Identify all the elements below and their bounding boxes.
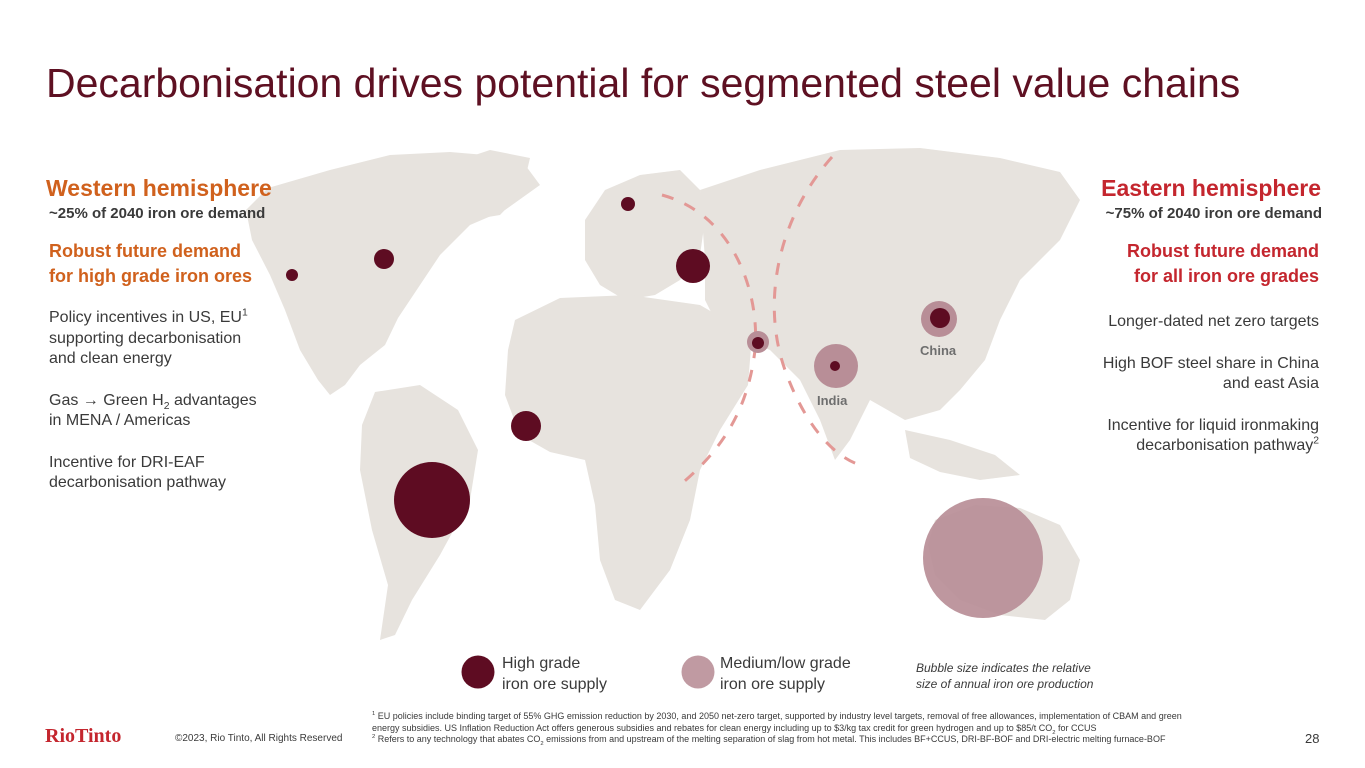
footnote-2-subscript: 2 bbox=[540, 740, 544, 747]
asia-shape bbox=[700, 148, 1080, 460]
label-china: China bbox=[920, 343, 957, 358]
west-bullet-gas-text-3: advantages bbox=[169, 391, 257, 409]
east-headline: Robust future demand for all iron ore gr… bbox=[1127, 239, 1319, 289]
footnote-1-subscript: 2 bbox=[1052, 729, 1056, 736]
footnote-1-text-3: for CCUS bbox=[1055, 722, 1097, 733]
west-bullet-gas-text: Gas bbox=[49, 391, 79, 409]
east-bullets: Longer-dated net zero targets High BOF s… bbox=[1019, 312, 1319, 478]
footnote-1-marker: 1 bbox=[372, 711, 376, 717]
greenland-shape bbox=[445, 150, 530, 220]
east-bullet-liquid-text-2: decarbonisation pathway bbox=[1136, 437, 1314, 454]
west-bullet-dri-text-2: decarbonisation pathway bbox=[49, 474, 227, 491]
bubble-canada-east bbox=[374, 249, 394, 269]
subscript-2: 2 bbox=[163, 400, 170, 412]
legend-medium-grade-line2: iron ore supply bbox=[720, 675, 825, 693]
divider-east bbox=[772, 155, 861, 467]
footnote-2-marker: 2 bbox=[372, 734, 376, 740]
footnote-2-text: Refers to any technology that abates CO bbox=[375, 734, 541, 744]
legend-high-grade-label: High grade iron ore supply bbox=[502, 654, 607, 695]
bubble-west-africa bbox=[511, 411, 541, 441]
east-bullet-netzero: Longer-dated net zero targets bbox=[1019, 312, 1319, 333]
bubble-size-note: Bubble size indicates the relative size … bbox=[916, 660, 1093, 692]
legend-medium-grade-line1: Medium/low grade bbox=[720, 655, 851, 672]
east-bullet-bof-text-2: and east Asia bbox=[1222, 375, 1319, 392]
legend-medium-grade-swatch bbox=[681, 655, 715, 689]
west-bullet-policy-text-2: supporting decarbonisation bbox=[49, 329, 242, 347]
bubble-middle-east-inner bbox=[752, 337, 764, 349]
bubble-ukraine bbox=[676, 249, 710, 283]
west-bullets: Policy incentives in US, EU1 supporting … bbox=[49, 308, 309, 515]
west-bullet-dri: Incentive for DRI-EAF decarbonisation pa… bbox=[49, 453, 309, 494]
africa-shape bbox=[505, 295, 752, 610]
page-title: Decarbonisation drives potential for seg… bbox=[46, 60, 1241, 106]
footnote-1-text: EU policies include binding target of 55… bbox=[375, 711, 1182, 721]
west-bullet-gas: Gas → Green H2 advantages in MENA / Amer… bbox=[49, 391, 309, 432]
west-bullet-gas-text-4: in MENA / Americas bbox=[49, 412, 191, 429]
bubble-size-note-line2: size of annual iron ore production bbox=[916, 677, 1094, 691]
east-bullet-bof-text: High BOF steel share in China bbox=[1102, 354, 1319, 372]
west-bullet-dri-text: Incentive for DRI-EAF bbox=[49, 453, 205, 471]
bubble-india-inner bbox=[830, 361, 840, 371]
rio-tinto-logo-text: RioTinto bbox=[45, 725, 121, 747]
west-bullet-policy: Policy incentives in US, EU1 supporting … bbox=[49, 308, 309, 370]
east-title: Eastern hemisphere bbox=[1101, 175, 1321, 201]
east-bullet-bof: High BOF steel share in China and east A… bbox=[1019, 354, 1319, 395]
continents bbox=[246, 148, 1080, 640]
bubble-australia bbox=[923, 498, 1043, 618]
east-bullet-liquid-text: Incentive for liquid ironmaking bbox=[1107, 416, 1319, 434]
copyright: ©2023, Rio Tinto, All Rights Reserved bbox=[175, 733, 343, 744]
arrow-right-icon: → bbox=[82, 391, 99, 409]
page-number: 28 bbox=[1305, 731, 1320, 746]
europe-shape bbox=[585, 170, 705, 300]
footnote-2: 2 Refers to any technology that abates C… bbox=[372, 734, 1292, 747]
footnote-1: 1 EU policies include binding target of … bbox=[372, 711, 1292, 736]
west-bullet-gas-text-2: Green H bbox=[98, 391, 164, 409]
supply-bubbles bbox=[286, 197, 1043, 618]
legend-medium-grade-label: Medium/low grade iron ore supply bbox=[720, 654, 851, 695]
footnote-2-text-2: emissions from and upstream of the melti… bbox=[543, 734, 1166, 744]
bubble-size-note-line1: Bubble size indicates the relative bbox=[916, 661, 1091, 675]
east-bullet-liquid: Incentive for liquid ironmaking decarbon… bbox=[1019, 416, 1319, 457]
bubble-sweden bbox=[621, 197, 635, 211]
bubble-canada-west bbox=[286, 269, 298, 281]
east-headline-line2: for all iron ore grades bbox=[1133, 266, 1319, 286]
footnotes: 1 EU policies include binding target of … bbox=[372, 711, 1292, 747]
west-bullet-policy-text-3: and clean energy bbox=[49, 350, 172, 367]
west-title: Western hemisphere bbox=[46, 175, 272, 201]
west-bullet-policy-text: Policy incentives in US, EU bbox=[49, 309, 242, 326]
footnote-ref-2: 2 bbox=[1313, 435, 1319, 447]
bubble-china-inner bbox=[930, 308, 950, 328]
east-bullet-netzero-text: Longer-dated net zero targets bbox=[1108, 313, 1319, 330]
legend-high-grade-line1: High grade bbox=[502, 655, 581, 672]
west-headline-line1: Robust future demand bbox=[49, 241, 241, 261]
southeast-asia-shape bbox=[905, 430, 1020, 480]
footnote-1-text-2: energy subsidies. US Inflation Reduction… bbox=[372, 722, 1053, 733]
west-headline-line2: for high grade iron ores bbox=[49, 266, 253, 286]
footnote-ref-1: 1 bbox=[241, 307, 248, 319]
east-demand: ~75% of 2040 iron ore demand bbox=[1105, 205, 1322, 222]
legend-high-grade-swatch bbox=[461, 655, 495, 689]
legend-high-grade-line2: iron ore supply bbox=[502, 675, 607, 693]
east-headline-line1: Robust future demand bbox=[1127, 241, 1319, 261]
west-demand: ~25% of 2040 iron ore demand bbox=[49, 205, 266, 222]
rio-tinto-logo: RioTinto bbox=[45, 725, 121, 747]
label-india: India bbox=[817, 393, 848, 408]
west-headline: Robust future demand for high grade iron… bbox=[49, 239, 252, 289]
bubble-brazil bbox=[394, 462, 470, 538]
